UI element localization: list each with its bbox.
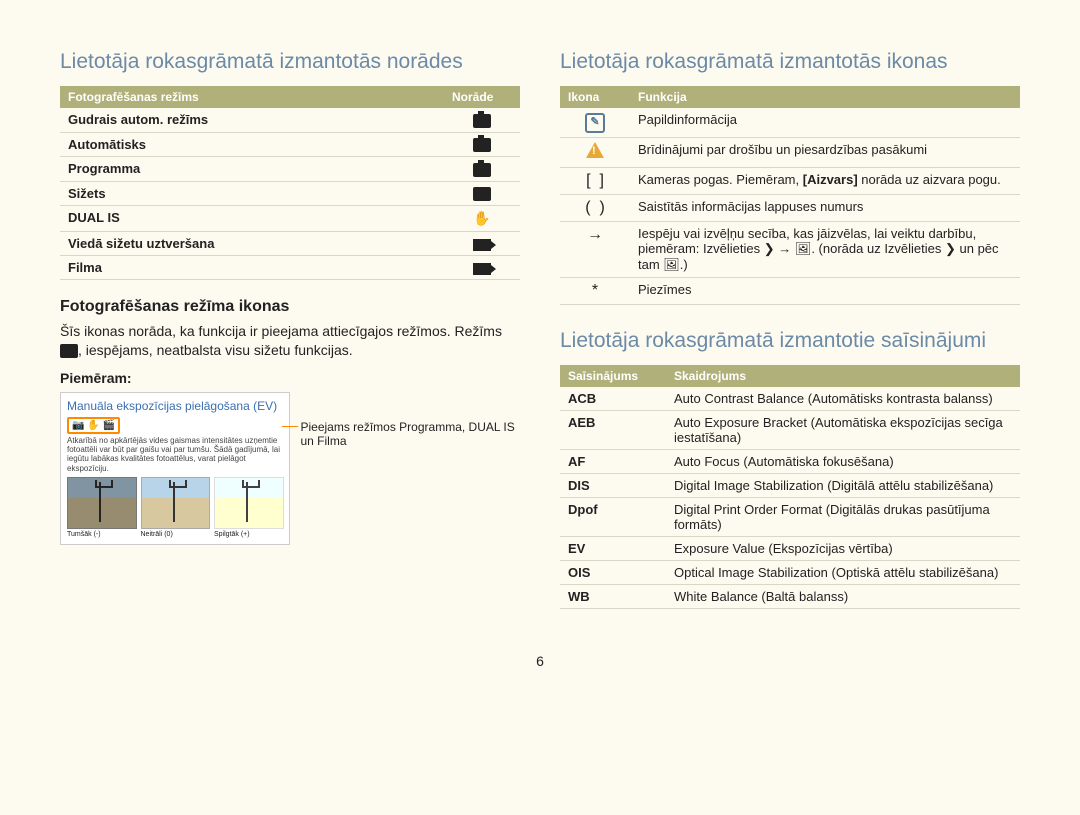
abbrev: DIS xyxy=(560,474,666,498)
icon-cell: * xyxy=(560,278,630,305)
left-title: Lietotāja rokasgrāmatā izmantotās norāde… xyxy=(60,50,520,74)
right-bot-title: Lietotāja rokasgrāmatā izmantotie saīsin… xyxy=(560,329,1020,353)
mode-icon xyxy=(444,232,520,256)
abbrev-header-2: Skaidrojums xyxy=(666,365,1020,387)
body-text-1: Šīs ikonas norāda, ka funkcija ir pieeja… xyxy=(60,323,502,339)
icon-cell xyxy=(560,138,630,168)
abbrev: Dpof xyxy=(560,498,666,537)
icon-cell: [ ] xyxy=(560,168,630,195)
mode-icon xyxy=(444,181,520,206)
smart-scene-icon xyxy=(473,239,491,251)
left-body: Šīs ikonas norāda, ka funkcija ir pieeja… xyxy=(60,322,520,360)
dual-is-icon: ✋ xyxy=(473,210,490,226)
abbrev: EV xyxy=(560,537,666,561)
right-column: Lietotāja rokasgrāmatā izmantotās ikonas… xyxy=(560,50,1020,627)
icon-cell: → xyxy=(560,222,630,278)
mode-label: DUAL IS xyxy=(60,206,444,232)
abbrev: OIS xyxy=(560,561,666,585)
mode-label: Filma xyxy=(60,256,444,280)
icon-cell: ( ) xyxy=(560,195,630,222)
abbrev-desc: Auto Contrast Balance (Automātisks kontr… xyxy=(666,387,1020,411)
icon-desc: Papildinformācija xyxy=(630,108,1020,138)
left-column: Lietotāja rokasgrāmatā izmantotās norāde… xyxy=(60,50,520,627)
abbrev-desc: Auto Focus (Automātiska fokusēšana) xyxy=(666,450,1020,474)
bracket-icon: [ ] xyxy=(586,172,604,189)
mode-label: Sižets xyxy=(60,181,444,206)
abbrev-desc: White Balance (Baltā balanss) xyxy=(666,585,1020,609)
example-wrap: Manuāla ekspozīcijas pielāgošana (EV) 📷 … xyxy=(60,392,520,545)
program-icon xyxy=(473,163,491,177)
modes-header-1: Fotografēšanas režīms xyxy=(60,86,444,108)
icons-header-2: Funkcija xyxy=(630,86,1020,108)
mode-label: Automātisks xyxy=(60,132,444,157)
thumb-caption: Tumšāk (-) xyxy=(67,531,137,538)
icons-table: Ikona Funkcija ✎ Papildinformācija Brīdi… xyxy=(560,86,1020,305)
thumb-dark: Tumšāk (-) xyxy=(67,477,137,538)
icon-desc: Piezīmes xyxy=(630,278,1020,305)
auto-icon xyxy=(473,138,491,152)
mode-label: Gudrais autom. režīms xyxy=(60,108,444,132)
thumb-bright: Spilgtāk (+) xyxy=(214,477,284,538)
abbrev: ACB xyxy=(560,387,666,411)
icon-desc: Saistītās informācijas lappuses numurs xyxy=(630,195,1020,222)
body-text-2: , iespējams, neatbalsta visu sižetu funk… xyxy=(78,342,353,358)
icon-cell: ✎ xyxy=(560,108,630,138)
page-number: 6 xyxy=(0,653,1080,669)
paren-icon: ( ) xyxy=(585,199,605,216)
movie-icon xyxy=(473,263,491,275)
icon-desc: Iespēju vai izvēļņu secība, kas jāizvēla… xyxy=(630,222,1020,278)
mode-icon: ✋ xyxy=(444,206,520,232)
asterisk-icon: * xyxy=(592,282,598,299)
scene-icon xyxy=(473,187,491,201)
right-top-title: Lietotāja rokasgrāmatā izmantotās ikonas xyxy=(560,50,1020,74)
example-desc: Atkarībā no apkārtējās vides gaismas int… xyxy=(67,436,283,473)
smart-auto-icon xyxy=(473,114,491,128)
example-label: Piemēram: xyxy=(60,370,520,386)
example-side-note: Pieejams režīmos Programma, DUAL IS un F… xyxy=(300,420,520,545)
example-icons-highlight: 📷 ✋ 🎬 xyxy=(67,417,120,434)
abbrev: AF xyxy=(560,450,666,474)
mode-icon xyxy=(444,108,520,132)
abbrev: WB xyxy=(560,585,666,609)
modes-header-2: Norāde xyxy=(444,86,520,108)
icon-desc: Kameras pogas. Piemēram, [Aizvars] norād… xyxy=(630,168,1020,195)
icon-desc: Brīdinājumi par drošību un piesardzības … xyxy=(630,138,1020,168)
mode-label: Viedā sižetu uztveršana xyxy=(60,232,444,256)
warn-icon xyxy=(586,142,604,158)
thumb-caption: Spilgtāk (+) xyxy=(214,531,284,538)
abbrev-desc: Digital Print Order Format (Digitālās dr… xyxy=(666,498,1020,537)
mode-label: Programma xyxy=(60,157,444,182)
abbrev-desc: Exposure Value (Ekspozīcijas vērtība) xyxy=(666,537,1020,561)
abbrev-desc: Auto Exposure Bracket (Automātiska ekspo… xyxy=(666,411,1020,450)
abbrev-desc: Optical Image Stabilization (Optiskā att… xyxy=(666,561,1020,585)
thumb-neutral: Neitrāli (0) xyxy=(141,477,211,538)
abbrev-header-1: Saīsinājums xyxy=(560,365,666,387)
abbrev-table: Saīsinājums Skaidrojums ACBAuto Contrast… xyxy=(560,365,1020,609)
mode-icon xyxy=(444,256,520,280)
example-title: Manuāla ekspozīcijas pielāgošana (EV) xyxy=(67,399,283,413)
thumb-caption: Neitrāli (0) xyxy=(141,531,211,538)
abbrev: AEB xyxy=(560,411,666,450)
scene-inline-icon xyxy=(60,344,78,358)
mode-icon xyxy=(444,157,520,182)
icons-header-1: Ikona xyxy=(560,86,630,108)
example-box: Manuāla ekspozīcijas pielāgošana (EV) 📷 … xyxy=(60,392,290,545)
modes-table: Fotografēšanas režīms Norāde Gudrais aut… xyxy=(60,86,520,280)
left-subtitle: Fotografēšanas režīma ikonas xyxy=(60,298,520,316)
abbrev-desc: Digital Image Stabilization (Digitālā at… xyxy=(666,474,1020,498)
mode-icon xyxy=(444,132,520,157)
note-icon: ✎ xyxy=(585,113,605,133)
arrow-icon: → xyxy=(587,226,603,243)
